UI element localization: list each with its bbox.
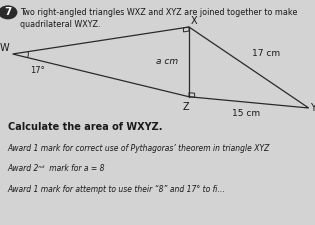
Text: 17°: 17° xyxy=(30,66,45,75)
Text: W: W xyxy=(0,43,9,53)
Circle shape xyxy=(0,6,17,19)
Text: Calculate the area of WXYZ.: Calculate the area of WXYZ. xyxy=(8,122,162,131)
Text: Award 2ⁿᵈ  mark for a = 8: Award 2ⁿᵈ mark for a = 8 xyxy=(8,164,106,173)
Text: Z: Z xyxy=(182,102,189,112)
Text: 7: 7 xyxy=(4,7,12,17)
Text: Y: Y xyxy=(310,103,315,113)
Text: 17 cm: 17 cm xyxy=(252,50,280,58)
Text: Two right-angled triangles WXZ and XYZ are joined together to make
quadrilateral: Two right-angled triangles WXZ and XYZ a… xyxy=(20,8,298,29)
Text: Award 1 mark for correct use of Pythagoras’ theorem in triangle XYZ: Award 1 mark for correct use of Pythagor… xyxy=(8,144,270,153)
Text: 15 cm: 15 cm xyxy=(232,109,260,118)
Text: a cm: a cm xyxy=(156,57,178,66)
Text: X: X xyxy=(191,16,197,26)
Text: Award 1 mark for attempt to use their “8” and 17° to fi…: Award 1 mark for attempt to use their “8… xyxy=(8,184,226,194)
